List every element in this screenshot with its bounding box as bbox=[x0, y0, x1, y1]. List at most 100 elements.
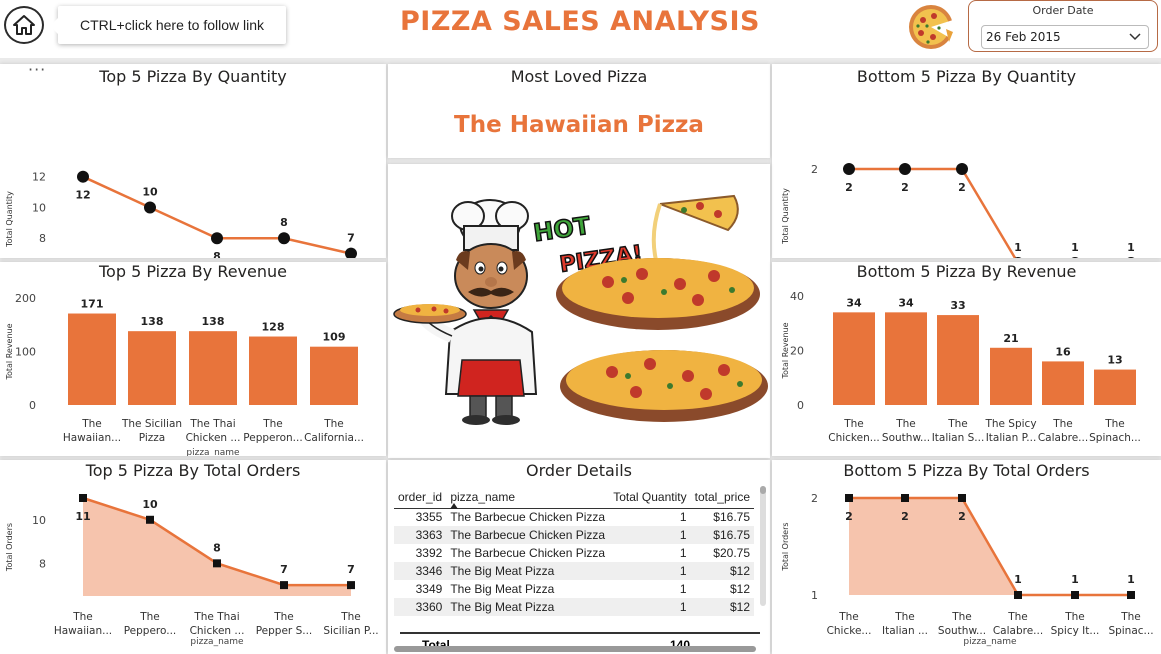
data-point[interactable] bbox=[901, 494, 909, 502]
cell-total-price: $20.75 bbox=[713, 546, 750, 560]
data-point[interactable] bbox=[958, 494, 966, 502]
bottom-orders-chart: Total Orders 1 2 pizza_name The Chicke... The I… bbox=[781, 492, 1154, 647]
table-vertical-scrollbar[interactable] bbox=[760, 486, 766, 606]
top-rev-title: Top 5 Pizza By Revenue bbox=[99, 262, 287, 281]
table-row[interactable]: 3392 The Barbecue Chicken Pizza 1 $20.75 bbox=[394, 544, 754, 562]
data-label: 1 bbox=[1071, 241, 1079, 254]
x-tick-label: Italian S... bbox=[932, 432, 985, 444]
x-tick-label: Spicy It... bbox=[1051, 625, 1100, 637]
order-date-dropdown[interactable]: 26 Feb 2015 bbox=[981, 25, 1149, 49]
data-point[interactable] bbox=[77, 170, 89, 183]
x-tick-label: Hawaiian... bbox=[63, 432, 121, 444]
cell-total-quantity: 1 bbox=[609, 562, 691, 580]
header-bar: CTRL+click here to follow link PIZZA SAL… bbox=[0, 0, 1161, 58]
top-orders-card: Top 5 Pizza By Total Orders Total Orders… bbox=[0, 460, 386, 654]
column-header-total-quantity[interactable]: Total Quantity bbox=[609, 486, 691, 509]
bar[interactable] bbox=[68, 313, 116, 405]
data-point[interactable] bbox=[1071, 591, 1079, 599]
data-label: 33 bbox=[950, 299, 965, 312]
y-axis-label: Total Quantity bbox=[781, 188, 790, 245]
data-point[interactable] bbox=[144, 201, 156, 214]
x-tick-label: The bbox=[273, 611, 294, 623]
data-label: 138 bbox=[202, 315, 225, 328]
order-date-label: Order Date bbox=[1032, 4, 1094, 17]
y-tick-label: 8 bbox=[39, 232, 46, 245]
data-label: 171 bbox=[81, 298, 104, 311]
cell-total-quantity: 1 bbox=[679, 582, 687, 596]
cell-pizza-name: The Barbecue Chicken Pizza bbox=[450, 546, 606, 560]
cell-total-quantity: 1 bbox=[609, 526, 691, 544]
column-header-pizza-name[interactable]: pizza_name bbox=[446, 486, 610, 509]
bar[interactable] bbox=[1042, 361, 1084, 405]
data-label: 2 bbox=[958, 181, 966, 194]
data-point[interactable] bbox=[1127, 591, 1135, 599]
cell-order-id: 3349 bbox=[415, 582, 443, 596]
bar[interactable] bbox=[1094, 369, 1136, 405]
data-point[interactable] bbox=[1012, 257, 1024, 258]
chef-pizza-illustration: HOT PIZZA! bbox=[393, 194, 768, 425]
data-point[interactable] bbox=[146, 515, 154, 524]
y-tick-label: 10 bbox=[32, 201, 46, 214]
data-point[interactable] bbox=[347, 581, 355, 590]
data-point[interactable] bbox=[899, 163, 911, 175]
table-row[interactable]: 3346 The Big Meat Pizza 1 $12 bbox=[394, 562, 754, 580]
column-header-total-price[interactable]: total_price bbox=[690, 486, 754, 509]
table-horizontal-scrollbar[interactable] bbox=[394, 646, 756, 652]
home-button[interactable] bbox=[4, 6, 44, 44]
data-point[interactable] bbox=[211, 232, 223, 245]
column-header-order-id[interactable]: order_id bbox=[394, 486, 447, 509]
data-point[interactable] bbox=[345, 247, 357, 258]
y-tick-label: 12 bbox=[32, 171, 46, 184]
order-details-title: Order Details bbox=[525, 461, 633, 480]
data-point[interactable] bbox=[280, 581, 288, 590]
data-label: 10 bbox=[142, 498, 158, 511]
data-point[interactable] bbox=[956, 163, 968, 175]
bar[interactable] bbox=[310, 346, 358, 405]
series-line bbox=[849, 496, 1131, 597]
x-tick-label: The bbox=[1007, 611, 1028, 623]
x-axis-label: pizza_name bbox=[186, 448, 240, 456]
bar[interactable] bbox=[189, 331, 237, 405]
data-point[interactable] bbox=[1014, 591, 1022, 599]
x-tick-label: Southw... bbox=[938, 625, 986, 637]
top-qty-chart: Total Quantity681012pizza_nameTheHawaiia… bbox=[5, 170, 357, 258]
data-point[interactable] bbox=[843, 163, 855, 175]
bar[interactable] bbox=[937, 315, 979, 405]
bar[interactable] bbox=[990, 347, 1032, 405]
bar[interactable] bbox=[885, 312, 927, 405]
data-point[interactable] bbox=[845, 494, 853, 502]
data-label: 2 bbox=[845, 510, 853, 523]
x-tick-label: The bbox=[894, 611, 915, 623]
bar[interactable] bbox=[128, 331, 176, 405]
y-tick-label: 0 bbox=[797, 399, 804, 412]
top-orders-chart: Total Orders 8 10 pizza_name The Hawaiian... T… bbox=[5, 494, 379, 647]
top-orders-title: Top 5 Pizza By Total Orders bbox=[85, 461, 301, 480]
data-point[interactable] bbox=[213, 559, 221, 568]
table-row[interactable]: 3363 The Barbecue Chicken Pizza 1 $16.75 bbox=[394, 526, 754, 544]
y-axis-label: Total Orders bbox=[5, 523, 14, 572]
data-label: 1 bbox=[1014, 573, 1022, 586]
table-row[interactable]: 3349 The Big Meat Pizza 1 $12 bbox=[394, 580, 754, 598]
data-point[interactable] bbox=[278, 232, 290, 245]
bar[interactable] bbox=[249, 336, 297, 405]
data-label: 21 bbox=[1003, 332, 1018, 345]
y-tick-label: 2 bbox=[811, 163, 818, 176]
data-point[interactable] bbox=[1069, 257, 1081, 258]
data-label: 11 bbox=[75, 510, 90, 523]
table-row[interactable]: 3355 The Barbecue Chicken Pizza 1 $16.75 bbox=[394, 508, 754, 526]
table-row[interactable]: 3360 The Big Meat Pizza 1 $12 bbox=[394, 598, 754, 616]
x-tick-label: The bbox=[340, 611, 361, 623]
cell-total-quantity: 1 bbox=[679, 546, 687, 560]
data-label: 7 bbox=[280, 563, 288, 576]
data-label: 2 bbox=[901, 181, 909, 194]
x-tick-label: Chicken ... bbox=[190, 625, 245, 637]
x-tick-label: California... bbox=[304, 432, 364, 444]
data-point[interactable] bbox=[79, 494, 87, 502]
bar[interactable] bbox=[833, 312, 875, 405]
data-label: 7 bbox=[347, 563, 355, 576]
most-loved-card: Most Loved Pizza The Hawaiian Pizza bbox=[388, 64, 770, 158]
data-label: 34 bbox=[898, 296, 914, 309]
x-tick-label: Calabre... bbox=[1038, 432, 1088, 444]
more-options-icon[interactable]: ··· bbox=[28, 64, 47, 79]
data-point[interactable] bbox=[1125, 257, 1137, 258]
